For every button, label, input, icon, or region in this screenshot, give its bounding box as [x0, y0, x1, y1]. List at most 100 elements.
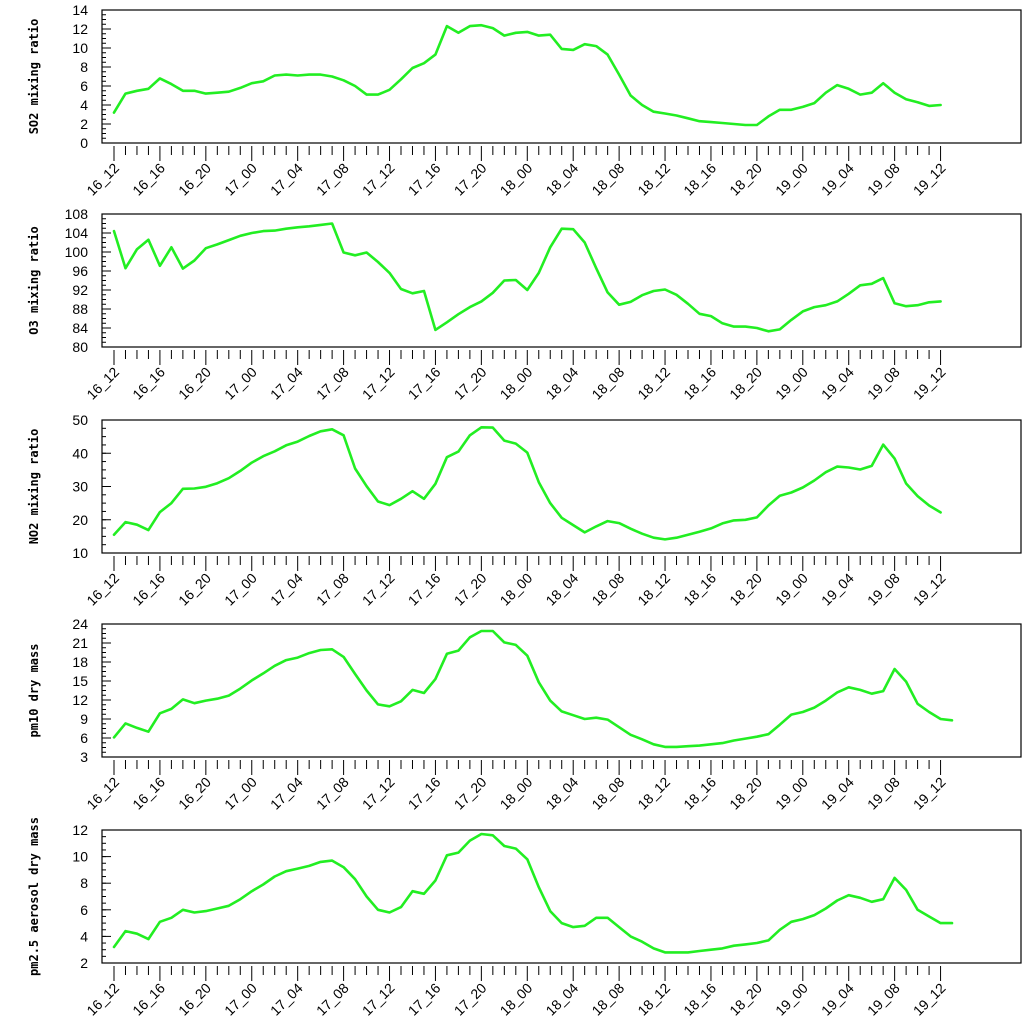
y-tick-label: 0 — [80, 135, 88, 151]
x-tick-label: 17_08 — [313, 570, 352, 609]
x-tick-label: 17_00 — [221, 364, 260, 403]
x-tick-label: 18_16 — [680, 774, 719, 813]
x-tick-label: 18_04 — [542, 980, 581, 1019]
x-tick-label: 18_00 — [497, 980, 536, 1019]
x-tick-label: 17_00 — [221, 980, 260, 1019]
x-tick-label: 19_12 — [910, 774, 949, 813]
x-tick-label: 19_00 — [772, 980, 811, 1019]
x-tick-label: 18_04 — [542, 364, 581, 403]
x-tick-label: 17_20 — [451, 570, 490, 609]
y-tick-label: 96 — [72, 263, 88, 279]
y-axis-label: pm2.5 aerosol dry mass — [27, 817, 41, 976]
x-tick-label: 18_00 — [497, 160, 536, 199]
x-tick-label: 17_08 — [313, 774, 352, 813]
series-line — [112, 23, 942, 127]
x-tick-label: 17_08 — [313, 364, 352, 403]
x-tick-label: 18_08 — [588, 980, 627, 1019]
x-tick-label: 17_00 — [221, 160, 260, 199]
x-tick-label: 18_16 — [680, 570, 719, 609]
x-tick-label: 18_16 — [680, 980, 719, 1019]
x-tick-label: 18_20 — [726, 774, 765, 813]
y-tick-label: 40 — [72, 445, 88, 461]
x-tick-label: 18_04 — [542, 160, 581, 199]
x-tick-label: 17_08 — [313, 160, 352, 199]
x-tick-label: 17_16 — [405, 774, 444, 813]
x-tick-label: 17_20 — [451, 980, 490, 1019]
x-tick-label: 16_12 — [83, 774, 122, 813]
y-tick-label: 14 — [72, 2, 88, 18]
x-tick-label: 17_12 — [359, 774, 398, 813]
x-tick-label: 18_00 — [497, 774, 536, 813]
x-tick-label: 19_00 — [772, 570, 811, 609]
x-tick-label: 18_12 — [634, 160, 673, 199]
x-tick-label: 17_12 — [359, 980, 398, 1019]
y-tick-label: 2 — [80, 955, 88, 971]
plot-frame — [101, 419, 1022, 554]
x-tick-label: 17_00 — [221, 774, 260, 813]
x-tick-label: 18_00 — [497, 570, 536, 609]
x-tick-label: 18_16 — [680, 364, 719, 403]
x-tick-label: 16_16 — [129, 774, 168, 813]
x-tick-label: 19_08 — [864, 980, 903, 1019]
x-tick-label: 19_08 — [864, 160, 903, 199]
x-tick-label: 19_12 — [910, 160, 949, 199]
x-tick-label: 16_20 — [175, 570, 214, 609]
x-tick-label: 16_16 — [129, 980, 168, 1019]
y-tick-label: 84 — [72, 320, 88, 336]
x-tick-label: 16_16 — [129, 160, 168, 199]
x-tick-label: 18_00 — [497, 364, 536, 403]
x-tick-label: 19_04 — [818, 160, 857, 199]
y-tick-label: 6 — [80, 730, 88, 746]
y-tick-label: 30 — [72, 479, 88, 495]
x-tick-label: 18_12 — [634, 774, 673, 813]
x-tick-label: 18_20 — [726, 570, 765, 609]
plot-frame — [101, 9, 1022, 144]
y-tick-label: 8 — [80, 59, 88, 75]
y-tick-label: 50 — [72, 412, 88, 428]
x-tick-label: 18_12 — [634, 364, 673, 403]
panel-5: 2 4 6 8 10 12 pm2.5 aerosol dry mass 16_12 16_16… — [27, 817, 1022, 1019]
x-tick-label: 19_12 — [910, 980, 949, 1019]
x-tick-label: 16_12 — [83, 364, 122, 403]
x-tick-label: 19_08 — [864, 364, 903, 403]
x-tick-label: 19_08 — [864, 570, 903, 609]
y-tick-label: 4 — [80, 97, 88, 113]
x-tick-label: 16_12 — [83, 160, 122, 199]
y-tick-label: 21 — [72, 635, 88, 651]
x-tick-label: 16_20 — [175, 364, 214, 403]
x-tick-label: 18_16 — [680, 160, 719, 199]
y-tick-label: 24 — [72, 616, 88, 632]
y-axis-label: NO2 mixing ratio — [27, 429, 41, 545]
y-tick-label: 8 — [80, 875, 88, 891]
y-tick-label: 92 — [72, 282, 88, 298]
x-tick-label: 17_04 — [267, 774, 306, 813]
plot-frame — [101, 829, 1022, 964]
x-tick-label: 18_20 — [726, 364, 765, 403]
y-tick-label: 6 — [80, 902, 88, 918]
x-tick-label: 19_00 — [772, 364, 811, 403]
x-tick-label: 16_12 — [83, 570, 122, 609]
x-tick-label: 18_08 — [588, 774, 627, 813]
x-tick-label: 16_16 — [129, 364, 168, 403]
y-tick-label: 108 — [65, 206, 89, 222]
series-line — [112, 222, 942, 333]
x-tick-label: 17_16 — [405, 980, 444, 1019]
x-tick-label: 17_16 — [405, 160, 444, 199]
x-tick-label: 17_16 — [405, 570, 444, 609]
y-axis-label: pm10 dry mass — [27, 644, 41, 738]
x-tick-label: 19_04 — [818, 774, 857, 813]
y-tick-label: 12 — [72, 21, 88, 37]
panel-4: 3 6 9 12 15 18 21 24 pm10 dry mass 16_12 16_16 16_2… — [27, 616, 1022, 813]
x-tick-label: 17_20 — [451, 774, 490, 813]
y-tick-label: 80 — [72, 339, 88, 355]
x-tick-label: 16_20 — [175, 160, 214, 199]
x-tick-label: 18_08 — [588, 160, 627, 199]
x-tick-label: 17_12 — [359, 160, 398, 199]
x-tick-label: 19_04 — [818, 364, 857, 403]
x-tick-label: 18_12 — [634, 570, 673, 609]
y-tick-label: 20 — [72, 512, 88, 528]
y-tick-label: 4 — [80, 928, 88, 944]
x-tick-label: 19_12 — [910, 570, 949, 609]
